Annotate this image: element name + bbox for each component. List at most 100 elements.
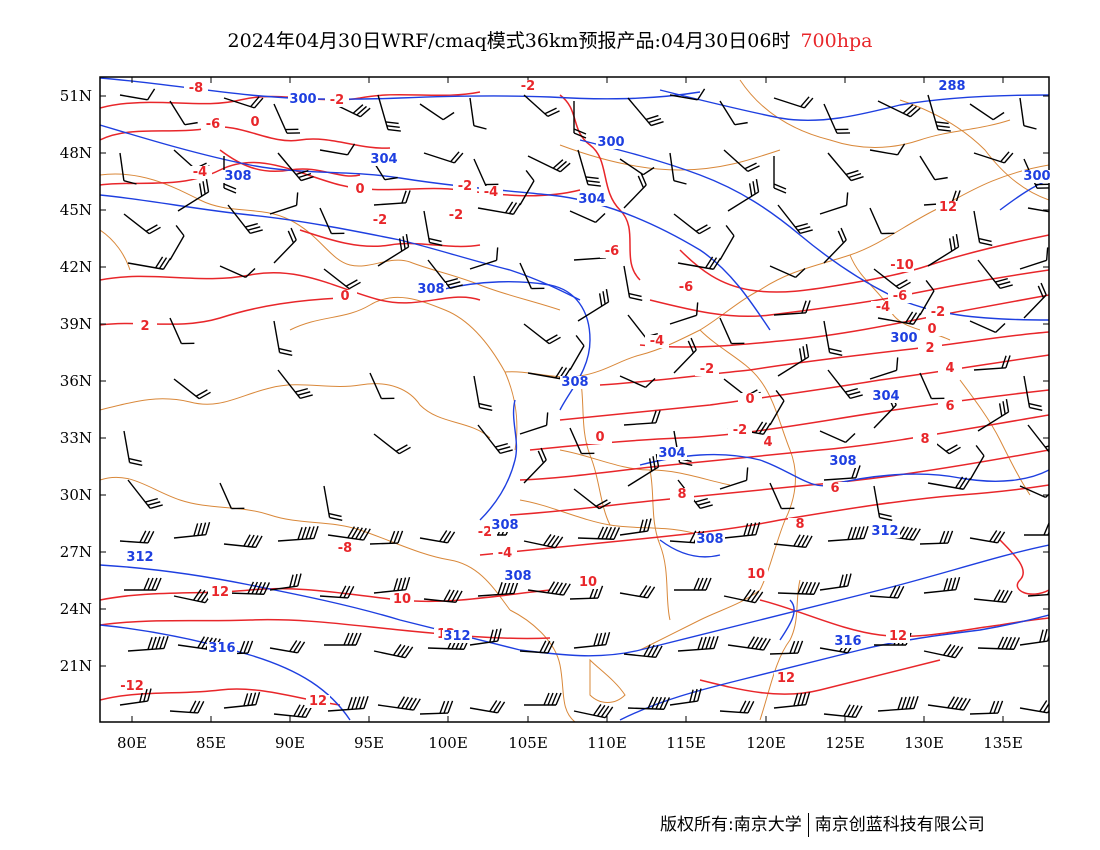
wind-barb (227, 204, 263, 235)
map-frame (99, 76, 1050, 723)
wind-barb (927, 476, 972, 490)
wind-barb (927, 696, 971, 711)
wind-barb (727, 636, 771, 651)
temperature-label-bg (208, 586, 232, 599)
wind-barb (919, 530, 954, 545)
temperature-label: -2 (478, 525, 492, 540)
wind-barb (769, 640, 804, 655)
temperature-label-bg (184, 82, 208, 95)
wind-barb (823, 103, 851, 134)
height-label-bg (503, 570, 533, 583)
wind-barb (469, 628, 502, 646)
wind-barb (323, 485, 343, 522)
lat-label: 21N (60, 657, 92, 675)
wind-barb (977, 259, 1013, 290)
height-label-bg (871, 390, 901, 403)
wind-barb (319, 143, 356, 156)
wind-barb (273, 227, 297, 264)
wind-barb (877, 100, 921, 118)
wind-barb (823, 227, 847, 264)
temperature-label: -4 (484, 185, 498, 200)
wind-barb (377, 696, 421, 711)
wind-barb (123, 430, 143, 467)
lat-label: 27N (60, 543, 92, 561)
wind-barb (423, 210, 443, 247)
height-label-bg (1022, 170, 1052, 183)
wind-barb (719, 224, 735, 261)
lat-label: 51N (60, 87, 92, 105)
pressure-level: 700hpa (800, 30, 873, 52)
temperature-label: -4 (193, 165, 207, 180)
wind-barb (369, 530, 404, 545)
temperature-label: -4 (498, 546, 512, 561)
wind-barb (277, 369, 313, 400)
temperature-label: 0 (355, 182, 364, 197)
wind-barb (319, 585, 355, 599)
temperature-label: -8 (189, 81, 203, 96)
wind-barb (477, 424, 513, 455)
wind-barb (927, 233, 960, 267)
chart-title: 2024年04月30日WRF/cmaq模式36km预报产品:04月30日06时 7… (0, 26, 1100, 53)
wind-barb (873, 268, 911, 290)
temperature-label-bg (886, 630, 910, 643)
wind-barb (1027, 424, 1049, 454)
wind-barb (877, 311, 922, 325)
temperature-label: 2 (140, 319, 149, 334)
wind-barb (923, 576, 961, 594)
wind-barb (469, 97, 487, 130)
wind-barb (169, 700, 205, 714)
height-label: 316 (208, 641, 235, 656)
wind-barb (319, 207, 345, 235)
temperature-label-bg (201, 118, 225, 131)
wind-barb (769, 265, 806, 279)
temperature-label-bg (479, 186, 503, 199)
wind-barb (269, 573, 302, 591)
wind-barb (877, 695, 919, 712)
temperature-label: 8 (677, 487, 686, 502)
wind-barb (627, 696, 671, 710)
wind-barb (519, 262, 545, 290)
temperature-label-bg (588, 431, 612, 444)
height-label: 288 (938, 79, 965, 94)
wind-barb (277, 152, 314, 182)
temperature-label: -2 (449, 208, 463, 223)
temperature-label-bg (333, 290, 357, 303)
wind-barb (777, 581, 821, 595)
wind-barb (669, 152, 687, 185)
temperature-label-bg (444, 209, 468, 222)
height-label-bg (577, 193, 607, 206)
lon-label: 130E (904, 734, 944, 752)
wind-barb (919, 372, 945, 400)
lon-label: 90E (275, 734, 305, 752)
height-label-bg (695, 533, 725, 546)
height-label: 316 (834, 634, 861, 649)
height-label-bg (416, 283, 446, 296)
wind-barb (773, 96, 814, 109)
temperature-label-bg (325, 94, 349, 107)
wind-barb (823, 320, 843, 357)
temperature-label-bg (453, 180, 477, 193)
wind-barb (219, 482, 245, 510)
temperature-label: 4 (945, 361, 954, 376)
wind-barb (119, 530, 155, 544)
wind-barb (523, 534, 564, 549)
wind-barb (577, 149, 601, 187)
temperature-label-bg (938, 362, 962, 375)
wind-barb (769, 482, 795, 510)
wind-barb (573, 488, 611, 510)
wind-barb (819, 430, 856, 444)
wind-barb (523, 447, 547, 484)
height-label-bg (207, 642, 237, 655)
height-label-bg (490, 519, 520, 532)
wind-barb (323, 268, 361, 290)
temperature-label: 0 (927, 322, 936, 337)
wind-barb (619, 518, 652, 536)
wind-barb (273, 103, 301, 134)
wind-barb (827, 525, 869, 542)
wind-barb (677, 256, 722, 270)
wind-barb (127, 479, 163, 510)
wind-barb (573, 704, 614, 719)
wind-barb (1019, 97, 1037, 130)
footer-separator (807, 813, 809, 837)
wind-barb (777, 343, 810, 377)
